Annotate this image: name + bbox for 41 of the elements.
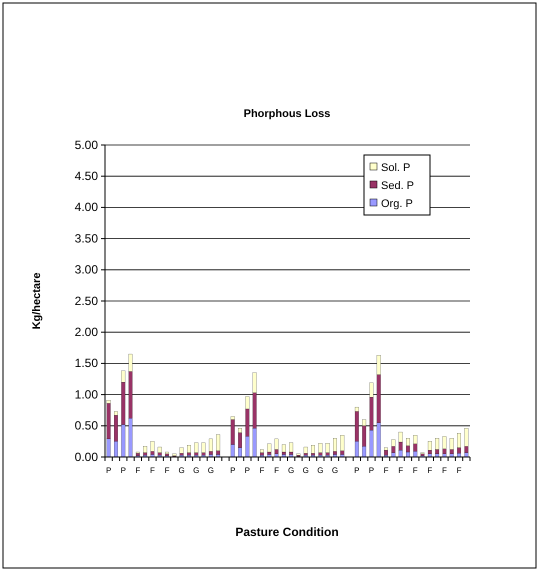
y-tick-label: 4.00 [74, 200, 98, 214]
legend-label: Sed. P [381, 180, 414, 192]
x-tick-label: F [384, 466, 389, 475]
y-tick-label: 4.50 [74, 169, 98, 184]
x-tick-label: F [135, 466, 140, 475]
x-tick-label: G [332, 466, 338, 475]
x-tick-label: F [427, 466, 432, 475]
x-tick-label: G [178, 466, 185, 475]
x-tick-label: F [442, 466, 448, 475]
x-tick-label: P [120, 466, 126, 475]
x-tick-label: F [164, 466, 170, 475]
x-tick-label: G [288, 466, 294, 475]
y-tick-label: 2.50 [74, 294, 98, 308]
x-tick-label: P [354, 466, 360, 475]
x-tick-label: P [106, 466, 112, 475]
chart-title: Phorphous Loss [244, 108, 330, 120]
x-tick-label: F [456, 466, 462, 475]
x-tick-label: P [230, 466, 236, 475]
y-tick-label: 1.50 [74, 356, 98, 370]
x-tick-label: F [150, 466, 156, 475]
y-tick-label: 3.50 [74, 231, 98, 246]
y-axis-title: Kg/hectare [31, 272, 43, 330]
x-tick-label: G [193, 466, 200, 475]
y-tick-label: 2.00 [74, 325, 98, 340]
y-tick-label: 5.00 [74, 138, 98, 152]
y-tick-label: 0.50 [74, 418, 98, 433]
y-tick-label: 3.00 [74, 262, 98, 277]
y-tick-label: 0.00 [74, 450, 98, 464]
legend-label: Org. P [381, 198, 413, 210]
y-tick-label: 1.00 [74, 387, 98, 402]
x-tick-label: G [317, 466, 324, 475]
x-tick-label: F [398, 466, 404, 475]
x-tick-label: F [274, 466, 280, 475]
x-axis-title: Pasture Condition [235, 525, 339, 539]
x-tick-label: F [412, 466, 418, 475]
x-tick-label: P [368, 466, 374, 475]
legend-label: Sol. P [381, 162, 410, 174]
x-tick-label: F [260, 466, 265, 475]
x-tick-label: P [244, 466, 250, 475]
x-tick-label: G [208, 466, 214, 475]
x-tick-label: G [302, 466, 309, 475]
